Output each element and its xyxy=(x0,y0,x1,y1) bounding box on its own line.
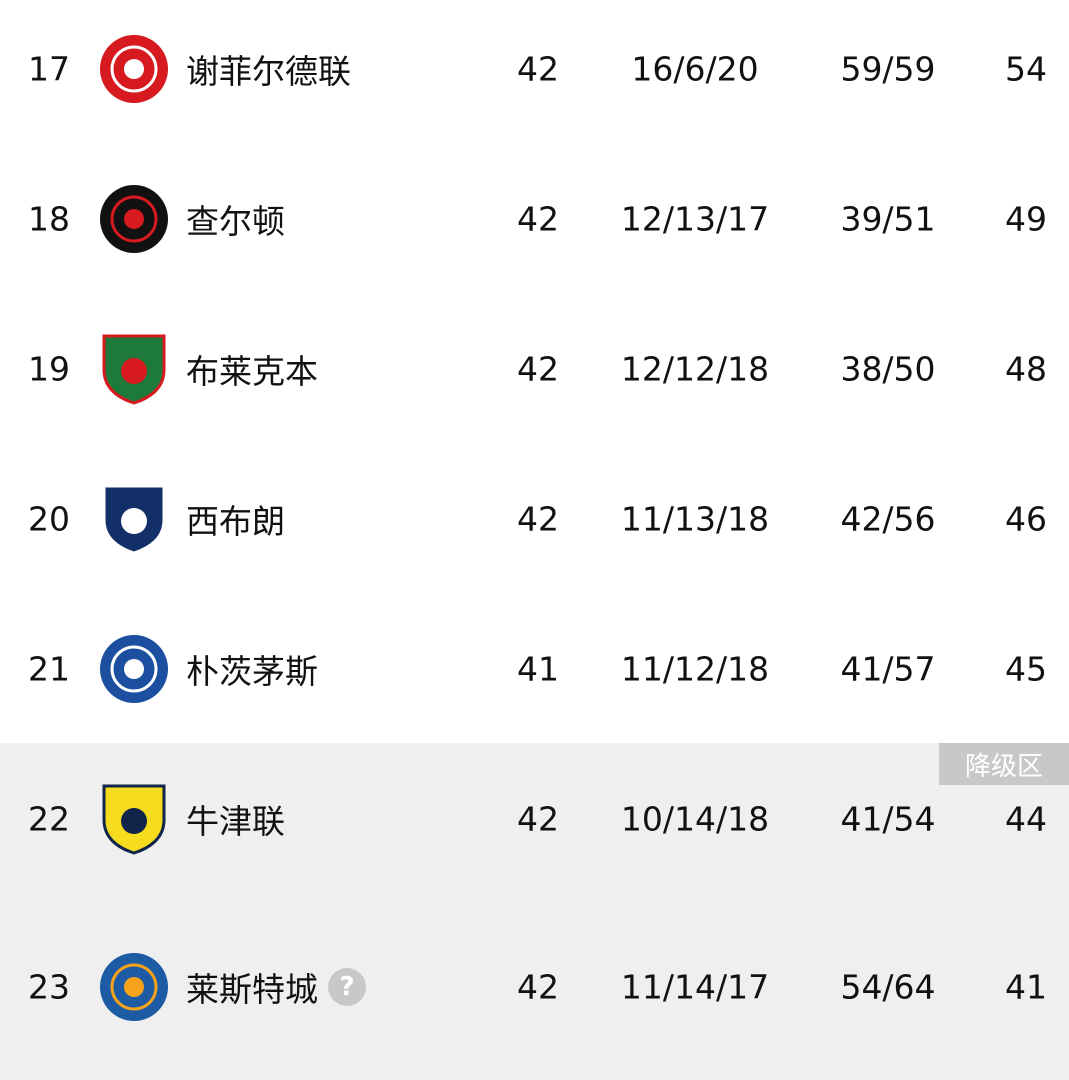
rank: 17 xyxy=(28,49,70,89)
sheffield-united-crest-icon xyxy=(98,33,170,105)
team-name[interactable]: 莱斯特城? xyxy=(186,963,366,1011)
points: 54 xyxy=(1005,49,1047,89)
goals-for-against: 39/51 xyxy=(840,199,936,239)
team-name[interactable]: 牛津联 xyxy=(186,795,285,843)
west-brom-crest-icon xyxy=(98,483,170,555)
win-draw-loss: 11/12/18 xyxy=(620,649,770,689)
table-row[interactable]: 21 朴茨茅斯 41 11/12/18 41/57 45 xyxy=(0,594,1069,744)
oxford-united-crest-icon xyxy=(98,783,170,855)
win-draw-loss: 11/13/18 xyxy=(620,499,770,539)
matches-played: 42 xyxy=(517,799,559,838)
charlton-athletic-crest-icon xyxy=(98,183,170,255)
rank: 18 xyxy=(28,199,70,239)
win-draw-loss: 10/14/18 xyxy=(620,799,770,838)
team-name[interactable]: 西布朗 xyxy=(186,495,285,543)
points: 48 xyxy=(1005,349,1047,389)
goals-for-against: 54/64 xyxy=(840,967,936,1007)
rank: 23 xyxy=(28,967,70,1007)
table-row[interactable]: 17 谢菲尔德联 42 16/6/20 59/59 54 xyxy=(0,0,1069,144)
blackburn-rovers-crest-icon xyxy=(98,333,170,405)
rank: 19 xyxy=(28,349,70,389)
matches-played: 42 xyxy=(517,499,559,539)
rank: 20 xyxy=(28,499,70,539)
table-row[interactable]: 19 布莱克本 42 12/12/18 38/50 48 xyxy=(0,294,1069,444)
goals-for-against: 38/50 xyxy=(840,349,936,389)
team-name-text: 布莱克本 xyxy=(186,352,318,391)
points: 41 xyxy=(1005,967,1047,1007)
team-name-text: 查尔顿 xyxy=(186,202,285,241)
points: 46 xyxy=(1005,499,1047,539)
rank: 21 xyxy=(28,649,70,689)
matches-played: 42 xyxy=(517,349,559,389)
matches-played: 42 xyxy=(517,49,559,89)
win-draw-loss: 11/14/17 xyxy=(620,967,770,1007)
rank: 22 xyxy=(28,799,70,838)
goals-for-against: 41/54 xyxy=(840,799,936,838)
goals-for-against: 42/56 xyxy=(840,499,936,539)
team-name-text: 莱斯特城 xyxy=(186,970,318,1009)
table-row[interactable]: 23 莱斯特城? 42 11/14/17 54/64 41 xyxy=(0,894,1069,1080)
team-name[interactable]: 朴茨茅斯 xyxy=(186,645,318,693)
points: 44 xyxy=(1005,799,1047,838)
goals-for-against: 41/57 xyxy=(840,649,936,689)
team-name[interactable]: 谢菲尔德联 xyxy=(186,45,351,93)
question-icon[interactable]: ? xyxy=(328,968,366,1006)
matches-played: 41 xyxy=(517,649,559,689)
relegation-zone-badge: 降级区 xyxy=(939,743,1069,785)
team-name-text: 谢菲尔德联 xyxy=(186,52,351,91)
team-name[interactable]: 查尔顿 xyxy=(186,195,285,243)
goals-for-against: 59/59 xyxy=(840,49,936,89)
points: 49 xyxy=(1005,199,1047,239)
team-name[interactable]: 布莱克本 xyxy=(186,345,318,393)
team-name-text: 牛津联 xyxy=(186,801,285,841)
team-name-text: 朴茨茅斯 xyxy=(186,652,318,691)
table-row[interactable]: 22 牛津联 42 10/14/18 41/54 44 xyxy=(0,743,1069,894)
win-draw-loss: 12/12/18 xyxy=(620,349,770,389)
points: 45 xyxy=(1005,649,1047,689)
table-row[interactable]: 20 西布朗 42 11/13/18 42/56 46 xyxy=(0,444,1069,594)
team-name-text: 西布朗 xyxy=(186,502,285,541)
win-draw-loss: 16/6/20 xyxy=(631,49,759,89)
matches-played: 42 xyxy=(517,199,559,239)
win-draw-loss: 12/13/17 xyxy=(620,199,770,239)
matches-played: 42 xyxy=(517,967,559,1007)
portsmouth-crest-icon xyxy=(98,633,170,705)
table-row[interactable]: 18 查尔顿 42 12/13/17 39/51 49 xyxy=(0,144,1069,294)
leicester-city-crest-icon xyxy=(98,951,170,1023)
